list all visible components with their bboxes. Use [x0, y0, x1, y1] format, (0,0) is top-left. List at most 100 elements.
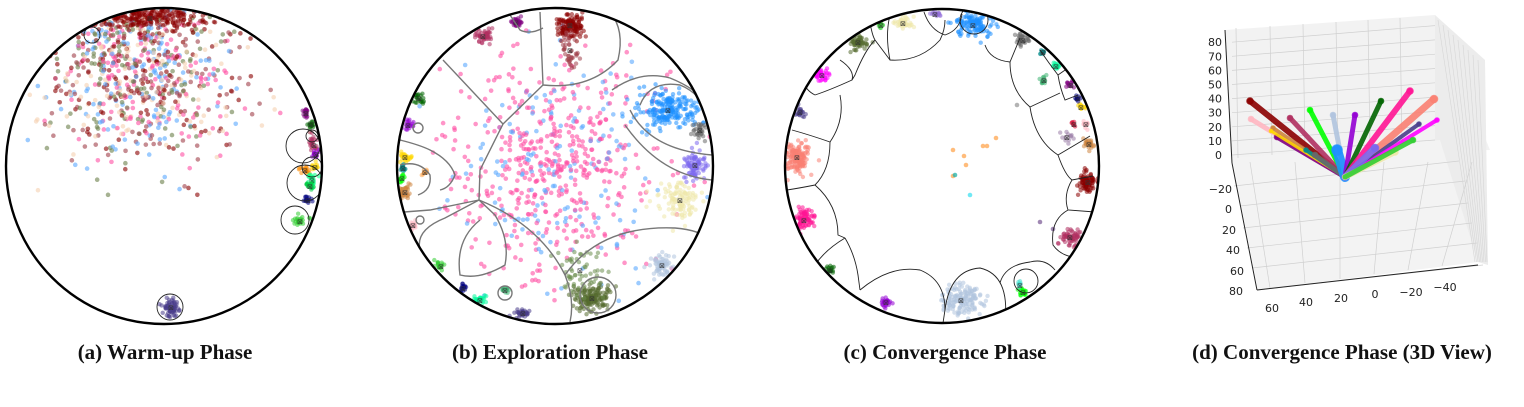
- svg-text:⊠: ⊠: [402, 154, 408, 162]
- svg-text:⊠: ⊠: [677, 197, 683, 205]
- svg-text:⊠: ⊠: [883, 299, 889, 307]
- cluster: ⊠: [785, 137, 822, 183]
- svg-text:50: 50: [1208, 79, 1222, 92]
- svg-text:⊠: ⊠: [567, 22, 573, 30]
- disk-boundary: [395, 6, 715, 326]
- cluster: ⊠: [301, 194, 315, 206]
- cluster: ⊠: [1074, 166, 1099, 198]
- svg-text:⊠: ⊠: [819, 72, 825, 80]
- svg-text:−20: −20: [1209, 183, 1232, 196]
- svg-text:⊠: ⊠: [878, 22, 884, 30]
- svg-text:0: 0: [1215, 149, 1222, 162]
- svg-text:⊠: ⊠: [855, 39, 861, 47]
- poincare-disk-warmup: ⊠⊠⊠⊠⊠⊠⊠⊠⊠⊠⊠⊠: [4, 6, 324, 326]
- svg-text:⊠: ⊠: [303, 110, 309, 118]
- svg-text:⊠: ⊠: [422, 169, 428, 177]
- svg-text:⊠: ⊠: [900, 20, 906, 28]
- svg-text:⊠: ⊠: [665, 107, 671, 115]
- cluster: ⊠: [1057, 129, 1076, 146]
- cell-boundaries: [786, 9, 1096, 323]
- svg-text:0: 0: [1225, 203, 1232, 216]
- svg-text:60: 60: [1265, 302, 1279, 315]
- cluster: ⊠: [1081, 136, 1097, 154]
- axes-3d: [1224, 15, 1490, 291]
- svg-text:20: 20: [1208, 121, 1222, 134]
- svg-text:⊠: ⊠: [400, 165, 406, 173]
- svg-text:⊠: ⊠: [1071, 121, 1077, 129]
- svg-text:80: 80: [1208, 36, 1222, 49]
- panel-warmup: ⊠ ⊠ ⊠ ⊠ ⊠ ⊠ ⊠ ⊠ ⊠ ⊠ ⊠ ⊠: [0, 0, 330, 330]
- cluster: ⊠: [927, 9, 943, 19]
- svg-text:⊠: ⊠: [307, 183, 313, 191]
- svg-text:20: 20: [1222, 224, 1236, 237]
- cluster: ⊠: [1012, 31, 1032, 49]
- cluster: ⊠: [1016, 279, 1023, 290]
- svg-text:40: 40: [1208, 93, 1222, 106]
- svg-text:⊠: ⊠: [1085, 179, 1091, 187]
- poincare-disk-convergence: ⊠⊠⊠⊠⊠⊠⊠⊠⊠⊠⊠ ⊠⊠⊠⊠⊠⊠⊠⊠⊠⊠⊠⊠⊠⊠⊠⊠: [783, 7, 1101, 325]
- cluster: ⊠: [1069, 119, 1078, 129]
- svg-text:⊠: ⊠: [502, 287, 508, 295]
- svg-text:⊠: ⊠: [399, 175, 405, 183]
- cluster: ⊠: [620, 82, 713, 135]
- cluster: ⊠: [644, 176, 706, 233]
- points-layer: ⊠⊠⊠⊠⊠⊠⊠⊠⊠⊠⊠⊠⊠⊠⊠⊠⊠⊠⊠⊠⊠⊠⊠⊠: [397, 8, 713, 323]
- svg-text:⊠: ⊠: [958, 297, 964, 305]
- svg-text:⊠: ⊠: [405, 122, 411, 130]
- svg-text:⊠: ⊠: [1041, 77, 1047, 85]
- svg-text:⊠: ⊠: [402, 189, 408, 197]
- svg-text:⊠: ⊠: [302, 167, 308, 175]
- svg-text:0: 0: [1372, 288, 1379, 301]
- cluster: ⊠: [304, 181, 316, 192]
- cluster: ⊠: [823, 263, 836, 275]
- svg-text:⊠: ⊠: [1040, 49, 1046, 57]
- panel-convergence: ⊠ ⊠ ⊠ ⊠ ⊠ ⊠ ⊠ ⊠ ⊠ ⊠ ⊠ ⊠ ⊠ ⊠ ⊠ ⊠ ⊠ ⊠ ⊠ ⊠ ⊠ ⊠ ⊠ ⊠ ⊠ ⊠ ⊠: [778, 0, 1108, 330]
- svg-text:⊠: ⊠: [1067, 234, 1073, 242]
- svg-text:⊠: ⊠: [797, 109, 803, 117]
- cluster: ⊠: [813, 65, 832, 83]
- caption-b: (b) Exploration Phase: [451, 340, 648, 364]
- cluster: ⊠: [1076, 101, 1088, 112]
- disk-boundary: [4, 6, 324, 326]
- cluster: ⊠: [891, 12, 917, 31]
- svg-text:⊠: ⊠: [1075, 95, 1081, 103]
- svg-text:⊠: ⊠: [801, 217, 807, 225]
- cluster: ⊠: [1081, 118, 1090, 132]
- svg-text:⊠: ⊠: [970, 22, 976, 30]
- cluster: ⊠: [839, 32, 875, 55]
- svg-text:70: 70: [1208, 50, 1222, 63]
- svg-text:⊠: ⊠: [1020, 37, 1026, 45]
- svg-text:⊠: ⊠: [520, 310, 526, 318]
- svg-text:60: 60: [1230, 265, 1244, 278]
- cluster: ⊠: [554, 8, 588, 44]
- cluster: ⊠: [688, 122, 708, 144]
- svg-text:40: 40: [1226, 244, 1240, 257]
- svg-text:⊠: ⊠: [1083, 121, 1089, 129]
- cluster: ⊠: [305, 119, 317, 131]
- cluster: ⊠: [410, 91, 427, 106]
- svg-text:−20: −20: [1399, 286, 1422, 299]
- caption-d: (d) Convergence Phase (3D View): [1192, 340, 1492, 364]
- svg-text:⊠: ⊠: [932, 11, 938, 19]
- svg-text:⊠: ⊠: [480, 33, 486, 41]
- cluster: ⊠: [1037, 72, 1049, 86]
- cluster: ⊠: [548, 239, 611, 301]
- cluster: ⊠: [681, 140, 713, 185]
- caption-a: (a) Warm-up Phase: [77, 340, 253, 364]
- svg-text:⊠: ⊠: [1086, 141, 1092, 149]
- svg-text:⊠: ⊠: [1078, 104, 1084, 112]
- cluster: ⊠: [397, 149, 414, 165]
- svg-text:⊠: ⊠: [1068, 82, 1074, 90]
- svg-text:⊠: ⊠: [567, 47, 573, 55]
- cell-boundaries: [83, 26, 322, 321]
- svg-text:⊠: ⊠: [147, 15, 153, 23]
- cluster: ⊠: [157, 295, 182, 320]
- cluster: ⊠: [300, 107, 310, 120]
- cluster: ⊠: [500, 285, 512, 295]
- panel-convergence-3d: 0 10 20 30 40 50 60 70 80 −20 0 20 40 60 80 60 40 20 0 −20−…: [1180, 0, 1524, 330]
- cluster: ⊠: [560, 30, 583, 71]
- svg-text:⊠: ⊠: [577, 267, 583, 275]
- svg-text:40: 40: [1299, 296, 1313, 309]
